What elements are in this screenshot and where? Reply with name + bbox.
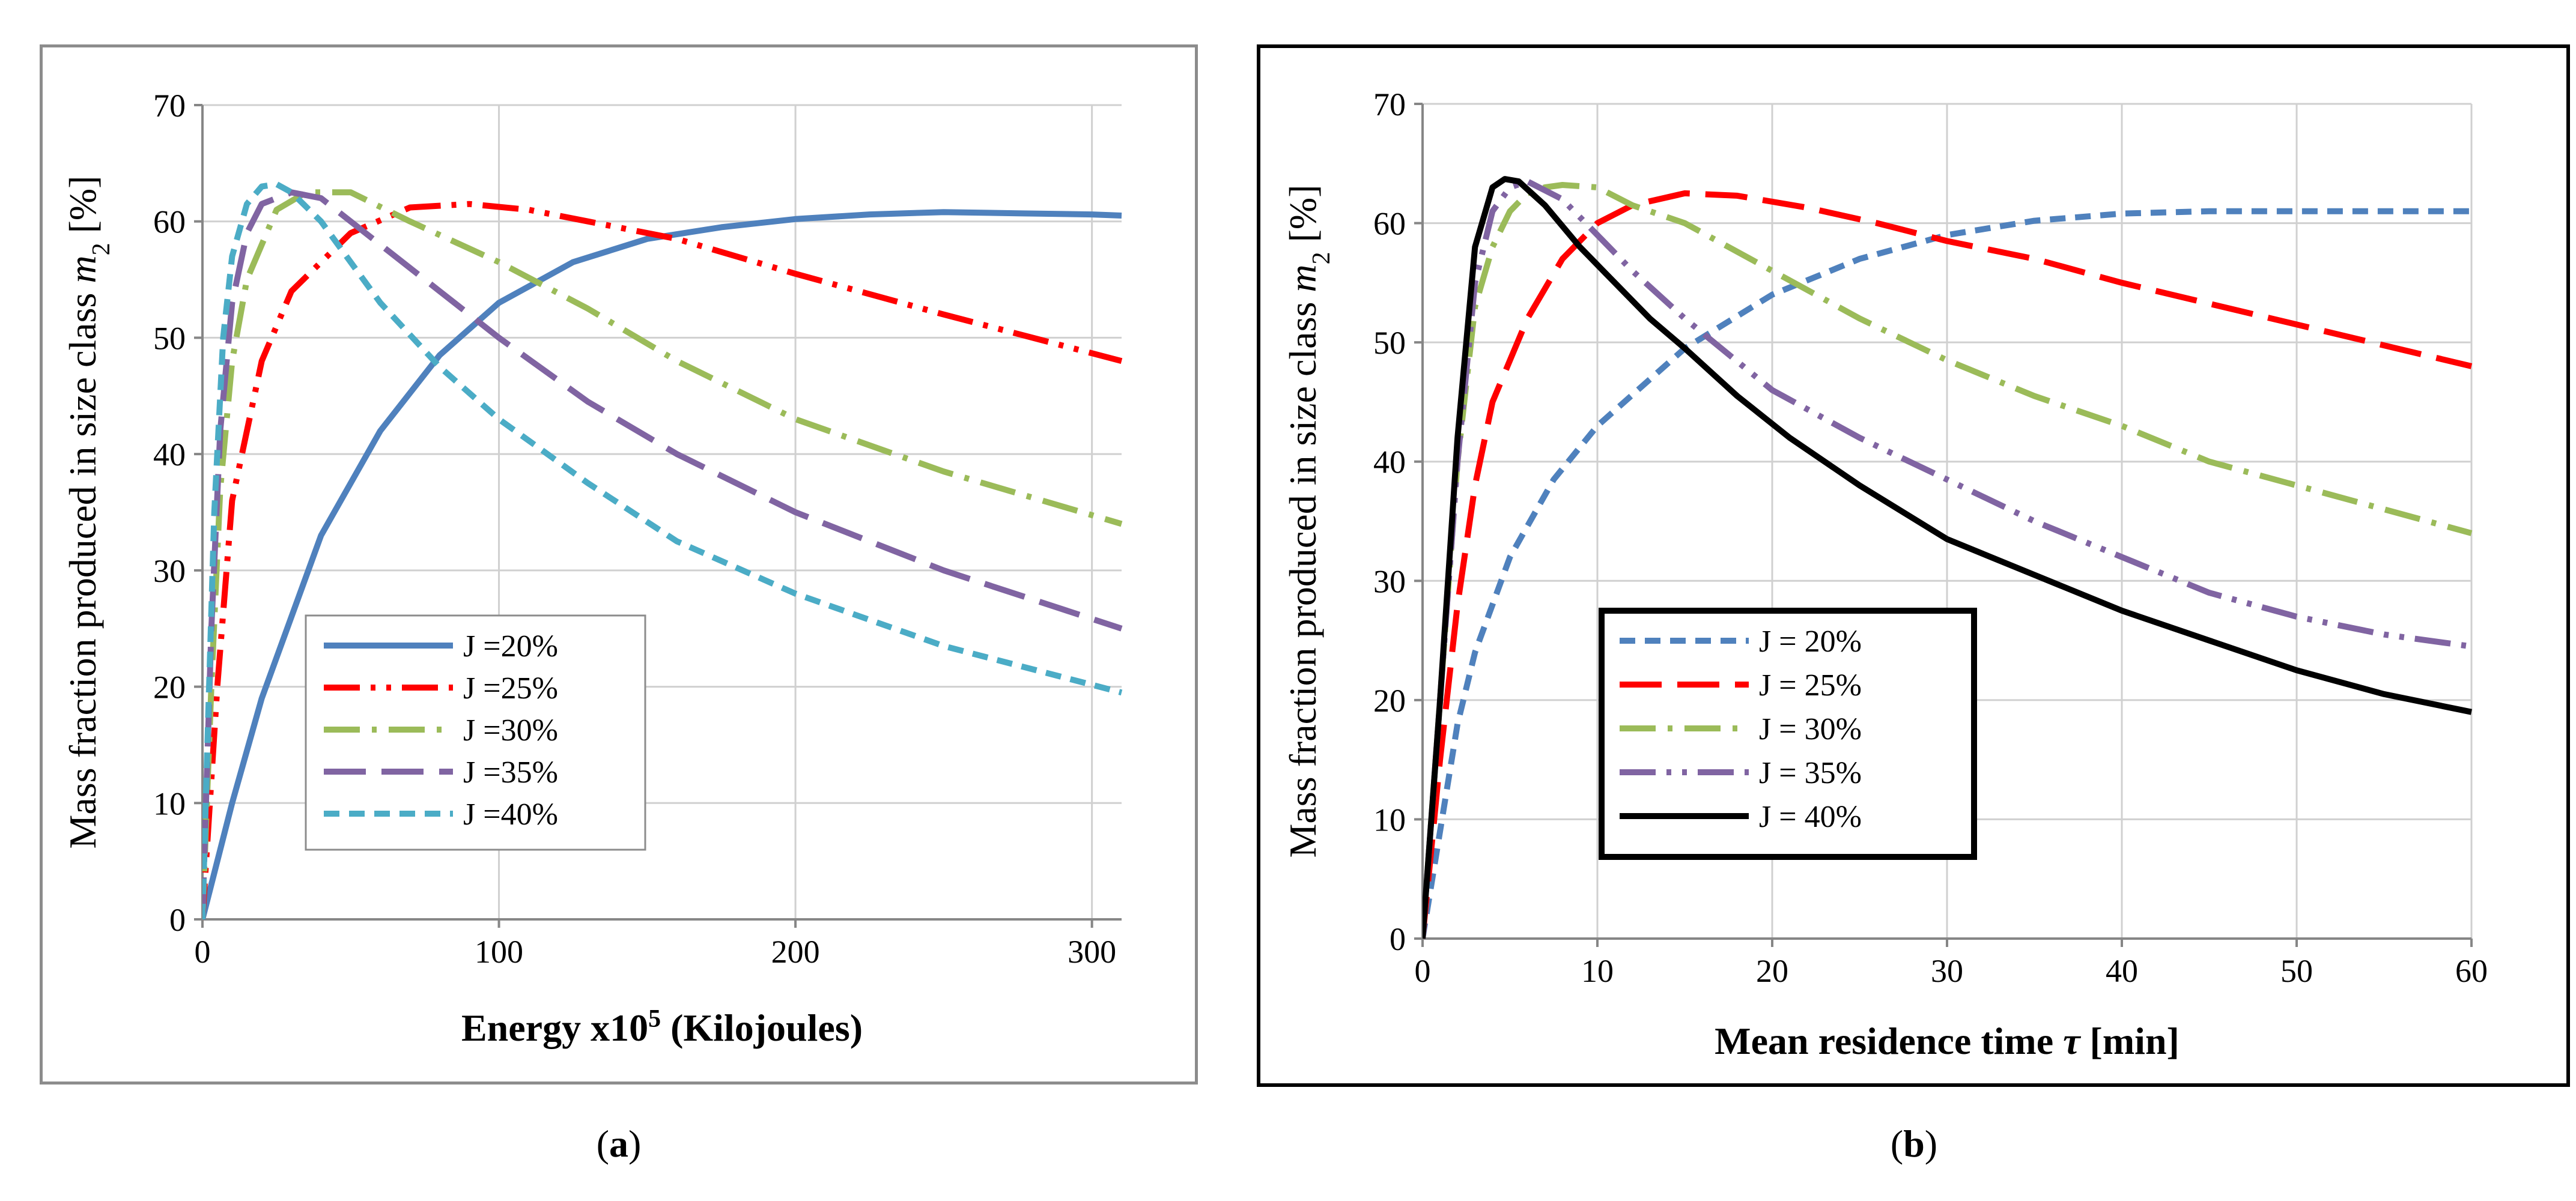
x-tick-label: 200 <box>771 934 820 970</box>
x-axis-label: Mean residence time τ [min] <box>1715 1020 2180 1062</box>
x-tick-label: 100 <box>475 934 523 970</box>
series-line-1 <box>1423 208 2471 939</box>
series-line-5 <box>1423 176 2473 939</box>
x-axis-label-text: Energy x10 <box>461 1006 648 1049</box>
y-axis-label-var: m <box>1281 264 1324 292</box>
y-axis-label-text: Mass fraction produced in size class <box>61 283 104 849</box>
series-group-b <box>1423 176 2473 939</box>
x-tick-label: 0 <box>1415 953 1431 989</box>
legend-label: J =30% <box>463 713 558 748</box>
y-tick-label: 20 <box>1373 683 1406 719</box>
caption-b-letter: b <box>1903 1122 1925 1165</box>
legend-label: J = 35% <box>1759 756 1862 790</box>
y-tick-label: 30 <box>153 553 186 589</box>
legend-b: J = 20% J = 25% J = 30% J = 35% J = 40% <box>1599 608 1977 860</box>
series-line-4 <box>202 189 1123 920</box>
series-line-5 <box>202 181 1123 920</box>
series-line-3 <box>202 189 1123 920</box>
y-tick-label: 60 <box>1373 206 1406 242</box>
y-axis-label-sub: 2 <box>88 243 115 255</box>
chart-panel-b: 0 10 20 30 40 50 60 70 0 10 20 30 40 50 60 J = 20% J = 2… <box>1257 44 2570 1087</box>
legend-label: J = 20% <box>1759 625 1862 659</box>
x-axis-label-tail: [min] <box>2080 1020 2180 1062</box>
x-tick-label: 0 <box>195 934 211 970</box>
x-tick-label: 40 <box>2106 953 2138 989</box>
legend-label: J = 30% <box>1759 712 1862 746</box>
y-axis-label-tail: [%] <box>61 175 104 243</box>
x-axis-label-sup: 5 <box>648 1005 661 1033</box>
series-line-2 <box>202 201 1123 920</box>
y-tick-label: 50 <box>153 320 186 356</box>
legend-a: J =20% J =25% J =30% J =35% J =40% <box>305 614 646 851</box>
legend-label: J = 40% <box>1759 800 1862 834</box>
y-tick-label: 60 <box>153 204 186 240</box>
y-tick-label: 40 <box>1373 444 1406 480</box>
y-axis-label-text: Mass fraction produced in size class <box>1281 292 1324 858</box>
caption-b: (b) <box>1854 1122 1974 1166</box>
series-line-4 <box>1423 178 2472 939</box>
y-axis-label-tail: [%] <box>1281 184 1324 252</box>
y-tick-label: 0 <box>1390 921 1406 957</box>
series-group-a <box>202 181 1123 921</box>
x-tick-label: 20 <box>1756 953 1788 989</box>
y-axis-label: Mass fraction produced in size class m2 … <box>1281 184 1335 858</box>
y-tick-label: 10 <box>153 785 186 821</box>
x-tick-label: 300 <box>1068 934 1116 970</box>
legend-label: J =35% <box>463 755 558 790</box>
x-axis-label: Energy x105 (Kilojoules) <box>461 1005 863 1049</box>
series-line-1 <box>202 209 1122 921</box>
y-tick-label: 70 <box>153 88 186 124</box>
x-tick-label: 30 <box>1931 953 1963 989</box>
y-tick-label: 20 <box>153 670 186 706</box>
caption-a-close: ) <box>628 1122 642 1165</box>
legend-label: J = 25% <box>1759 668 1862 703</box>
x-tick-label: 50 <box>2280 953 2313 989</box>
caption-a-letter: a <box>609 1122 628 1165</box>
y-tick-label: 50 <box>1373 325 1406 361</box>
x-axis-label-text: Mean residence time <box>1715 1020 2063 1062</box>
caption-a-open: ( <box>596 1122 609 1165</box>
x-tick-label: 60 <box>2455 953 2488 989</box>
x-axis-label-var: τ <box>2063 1020 2082 1062</box>
y-tick-label: 40 <box>153 437 186 473</box>
chart-panel-a: 0 10 20 30 40 50 60 70 0 100 200 300 J =20% J =25% J =… <box>40 44 1198 1085</box>
y-axis-label: Mass fraction produced in size class m2 … <box>61 175 115 849</box>
legend-label: J =20% <box>463 629 558 664</box>
caption-b-close: ) <box>1924 1122 1938 1165</box>
series-line-2 <box>1423 190 2473 939</box>
legend-label: J =40% <box>463 797 558 832</box>
y-tick-label: 30 <box>1373 563 1406 599</box>
caption-a: (a) <box>559 1122 679 1166</box>
y-tick-label: 70 <box>1373 86 1406 123</box>
y-axis-label-var: m <box>61 255 104 283</box>
y-tick-label: 10 <box>1373 802 1406 838</box>
series-line-3 <box>1423 182 2473 939</box>
y-axis-label-sub: 2 <box>1308 252 1335 264</box>
x-tick-label: 10 <box>1581 953 1614 989</box>
legend-label: J =25% <box>463 671 558 706</box>
y-tick-label: 0 <box>169 902 186 938</box>
caption-b-open: ( <box>1890 1122 1904 1165</box>
x-axis-label-tail: (Kilojoules) <box>661 1006 863 1049</box>
